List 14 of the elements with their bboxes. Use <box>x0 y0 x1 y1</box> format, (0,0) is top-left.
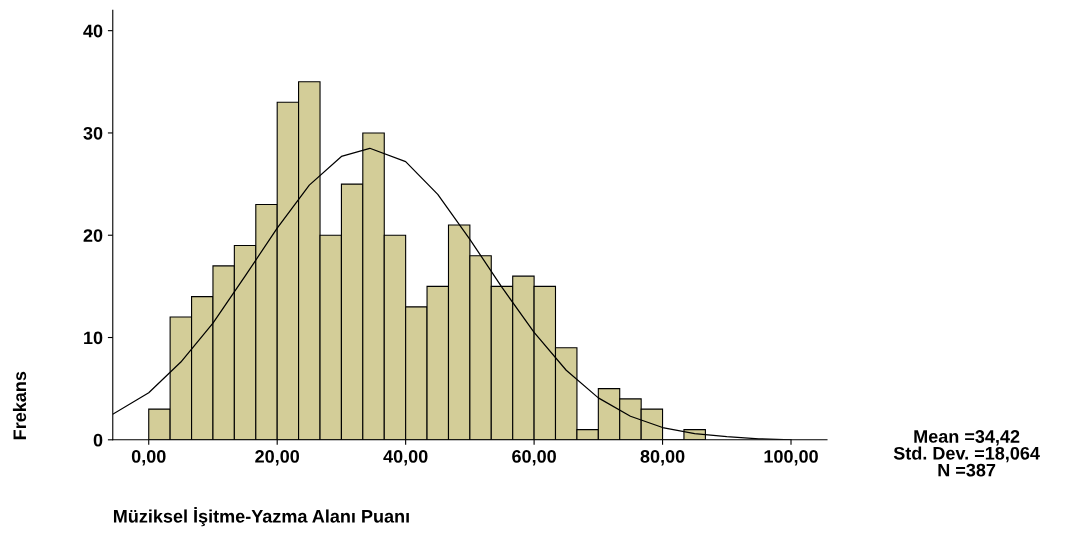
y-tick-label: 10 <box>84 331 103 345</box>
x-tick-label: 0,00 <box>131 450 166 466</box>
y-tick-label: 20 <box>83 229 103 242</box>
x-tick-label: 80,00 <box>640 450 685 466</box>
y-axis-title: Frekans <box>12 371 27 440</box>
x-tick-label: 60,00 <box>512 450 556 466</box>
x-tick-label: 40,00 <box>383 450 428 466</box>
y-tick-label: 40 <box>83 24 103 38</box>
x-tick-label: 100,00 <box>764 450 818 466</box>
x-axis-title: Müziksel İşitme-Yazma Alanı Puanı <box>113 507 409 527</box>
y-tick-label: 0 <box>93 433 103 447</box>
y-tick-label: 30 <box>83 126 103 140</box>
text: Mean =34,42 Std. Dev. =18,064 N =387 <box>893 430 1040 477</box>
x-tick-label: 20,00 <box>255 450 300 466</box>
